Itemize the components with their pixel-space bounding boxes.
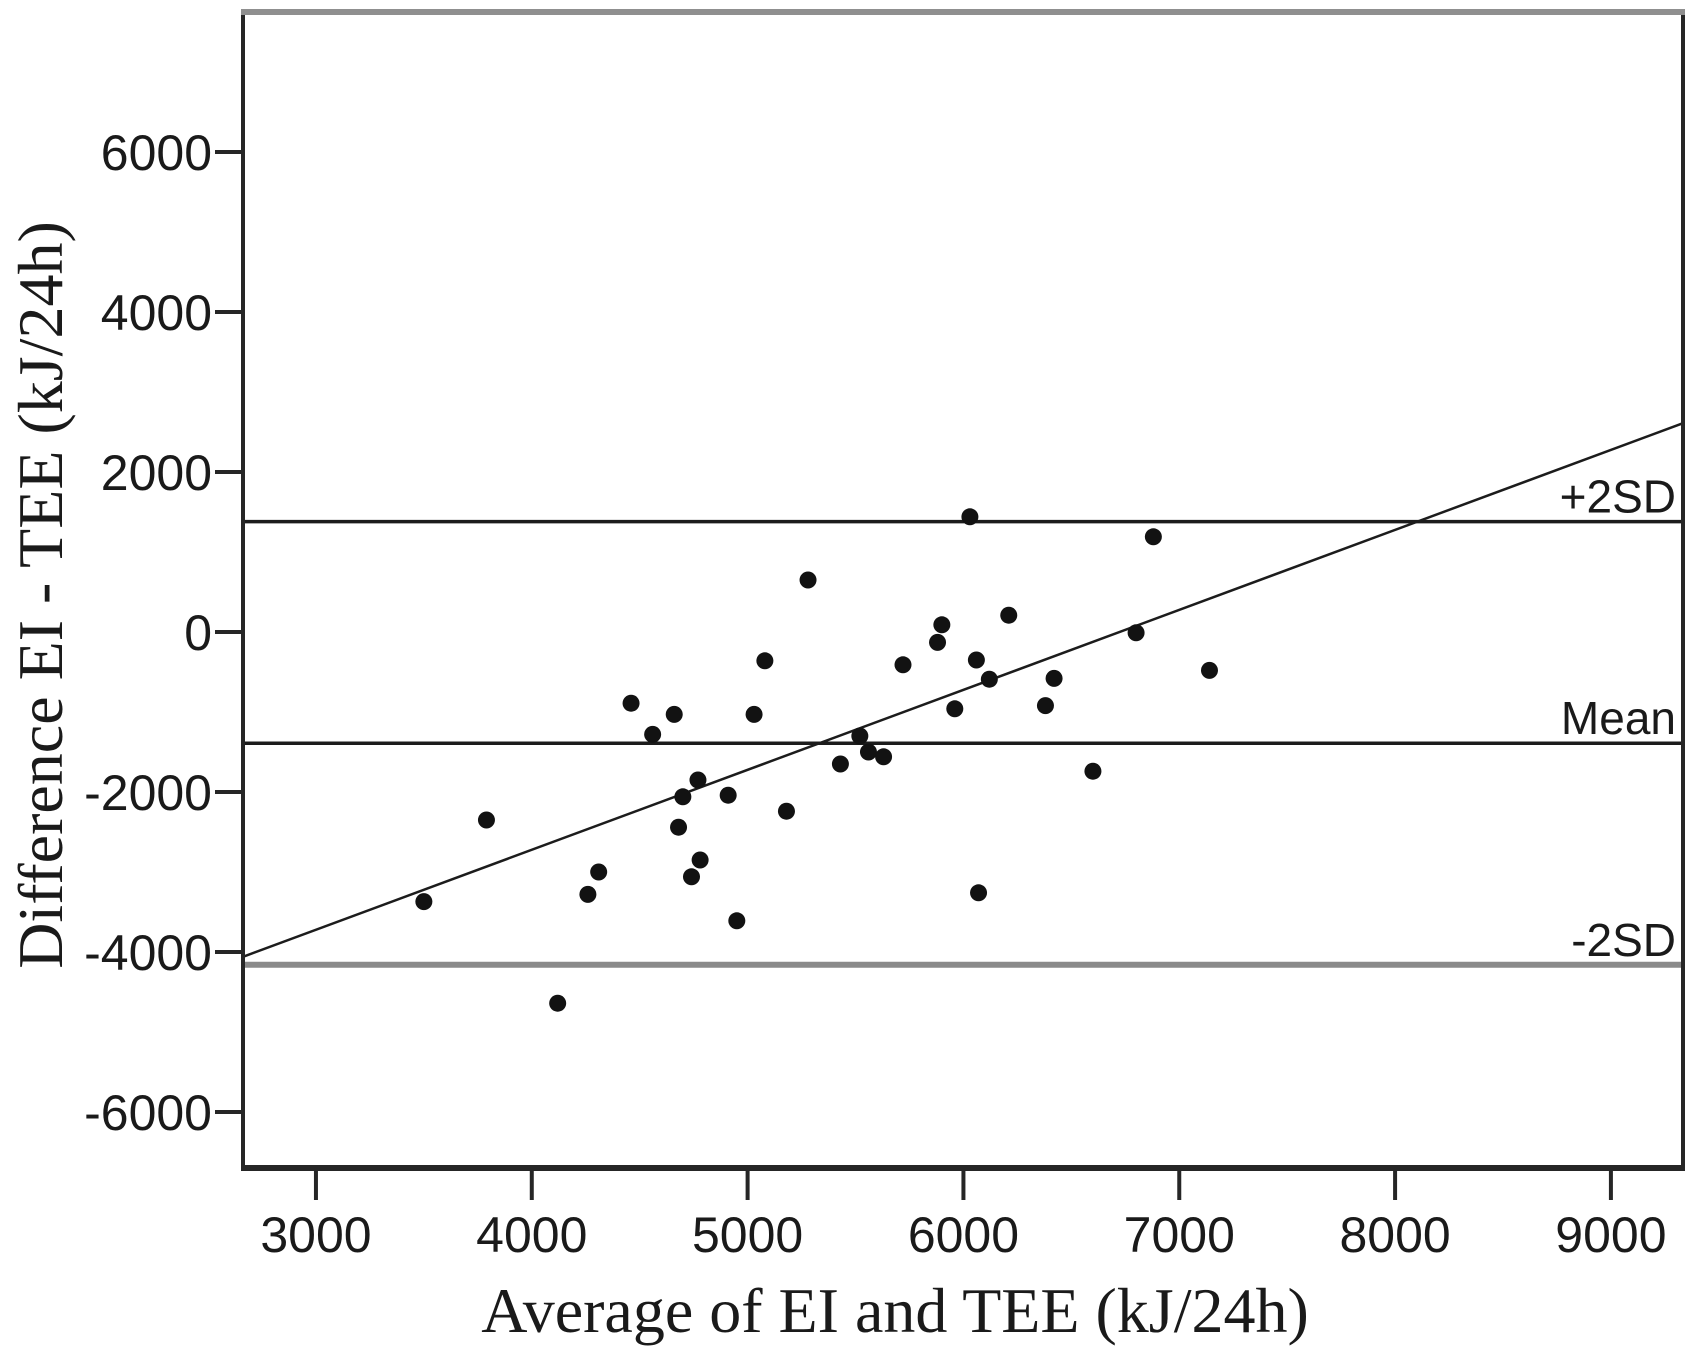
y-tick-label: 0 [184,605,212,661]
data-point [622,694,640,712]
trend-line [242,422,1684,958]
data-point [961,508,979,526]
data-point [691,851,709,869]
x-tick-label: 8000 [1339,1207,1450,1263]
data-point [745,705,763,723]
data-point [1144,528,1162,546]
data-point [1045,669,1063,687]
data-point [875,748,893,766]
x-tick-label: 5000 [692,1207,803,1263]
data-point [477,811,495,829]
data-point [756,652,774,670]
x-tick-label: 4000 [476,1207,587,1263]
data-point [1200,661,1218,679]
data-point [946,700,964,718]
y-tick-label: 4000 [101,285,212,341]
x-axis-title: Average of EI and TEE (kJ/24h) [481,1275,1309,1346]
data-point [1000,606,1018,624]
data-point [728,912,746,930]
data-point [933,616,951,634]
y-tick-label: -6000 [84,1085,212,1141]
data-point [777,802,795,820]
ref-label-mean: Mean [1561,692,1676,744]
y-tick-label: -4000 [84,925,212,981]
data-point [859,743,877,761]
data-point [665,705,683,723]
y-tick-label: -2000 [84,765,212,821]
data-point [415,893,433,911]
data-point [1127,624,1145,642]
data-point [674,788,692,806]
y-axis-title: Difference EI - TEE (kJ/24h) [5,221,76,969]
data-point [682,868,700,886]
x-tick-label: 9000 [1555,1207,1666,1263]
x-tick-label: 7000 [1124,1207,1235,1263]
y-tick-label: 6000 [101,125,212,181]
ref-label-plus2sd: +2SD [1560,471,1676,523]
data-point [970,884,988,902]
data-point [980,670,998,688]
data-point [929,633,947,651]
data-point [590,863,608,881]
data-point [851,727,869,745]
data-point [967,651,985,669]
data-point [670,818,688,836]
ref-label-minus2sd: -2SD [1571,914,1676,966]
data-point [831,755,849,773]
data-point [549,994,567,1012]
data-point [644,725,662,743]
x-tick-label: 6000 [908,1207,1019,1263]
data-point [1036,697,1054,715]
data-point [689,771,707,789]
data-point [894,656,912,674]
data-point [799,571,817,589]
x-tick-label: 3000 [260,1207,371,1263]
y-tick-label: 2000 [101,445,212,501]
data-point [579,885,597,903]
data-point [1084,762,1102,780]
data-point [719,786,737,804]
